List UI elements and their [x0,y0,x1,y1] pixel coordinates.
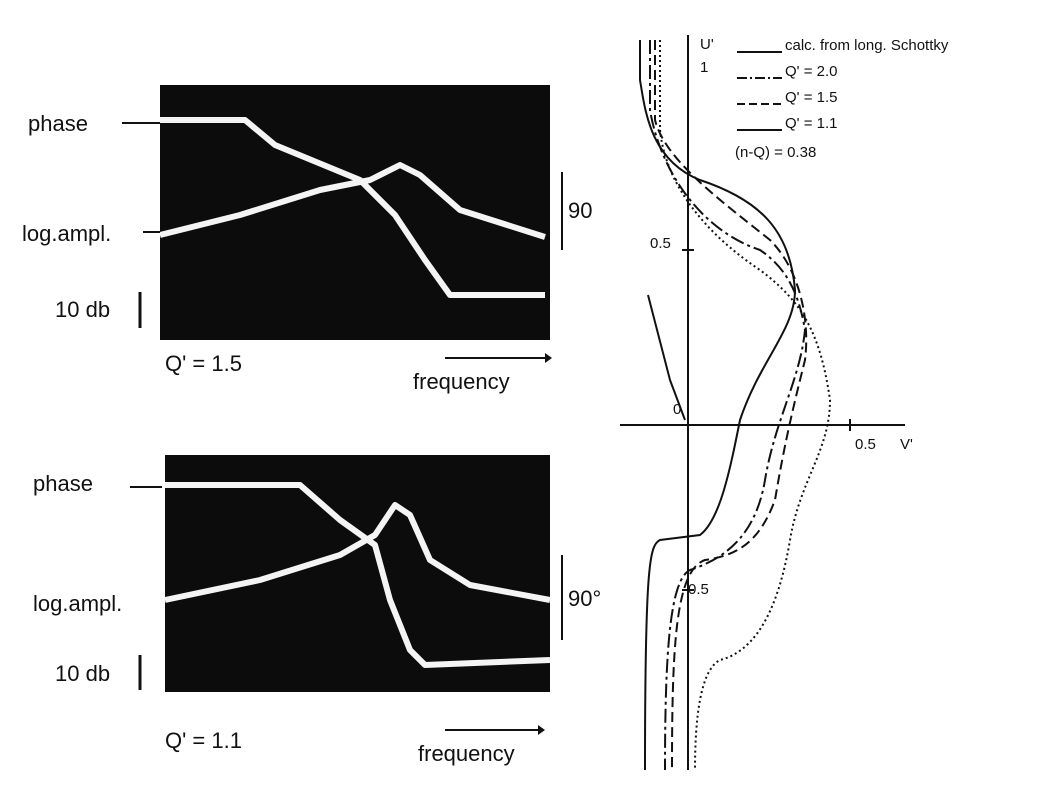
parameter-label: (n-Q) = 0.38 [735,144,816,161]
scale-label: 10 db [55,297,110,322]
y-tick-label: 0 [673,401,681,418]
phase-label: phase [28,111,88,136]
frequency-label: frequency [413,369,510,394]
scale-label: 10 db [55,661,110,686]
y-tick-label: -0.5 [683,581,709,598]
amplitude-label: log.ampl. [33,591,122,616]
legend-entry: Q' = 2.0 [785,63,837,80]
amplitude-label: log.ampl. [22,221,111,246]
legend-entry: Q' = 1.1 [785,115,837,132]
figure: phase log.ampl. 10 db Q' = 1.5 frequency… [0,0,1053,785]
phase-label: phase [33,471,93,496]
legend-entry: Q' = 1.5 [785,89,837,106]
y-tick-label: 1 [700,59,708,76]
legend-entry: calc. from long. Schottky [785,37,949,54]
x-tick-label: 0.5 [855,436,876,453]
q-label: Q' = 1.1 [165,728,242,753]
y-tick-label: 0.5 [650,235,671,252]
angle-label: 90 [568,198,592,223]
oscillogram [165,455,550,692]
oscillogram [160,85,550,340]
y-axis-label: U' [700,36,714,53]
x-axis-label: V' [900,436,913,453]
q-label: Q' = 1.5 [165,351,242,376]
angle-label: 90° [568,586,601,611]
frequency-label: frequency [418,741,515,766]
